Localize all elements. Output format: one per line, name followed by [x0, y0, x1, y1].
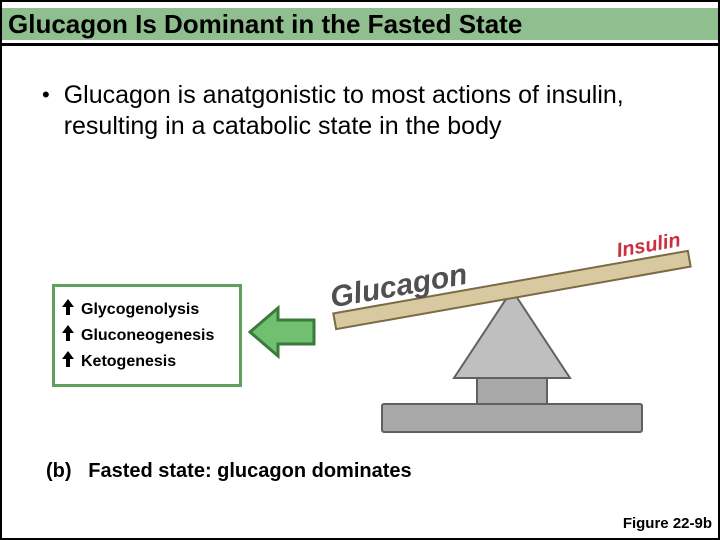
figure-label: Figure 22-9b: [623, 515, 712, 532]
caption-text: Fasted state: glucagon dominates: [88, 460, 411, 482]
bullet-block: • Glucagon is anatgonistic to most actio…: [42, 80, 668, 143]
title-bar: Glucagon Is Dominant in the Fasted State: [2, 2, 718, 46]
pedestal: [477, 378, 547, 404]
slide-title: Glucagon Is Dominant in the Fasted State: [2, 9, 522, 40]
bullet-marker: •: [42, 80, 50, 143]
diagram-area: Glycogenolysis Gluconeogenesis Ketogenes…: [32, 212, 692, 442]
slide: Glucagon Is Dominant in the Fasted State…: [0, 0, 720, 540]
seesaw-svg: Glucagon Insulin: [32, 212, 692, 442]
bullet-text: Glucagon is anatgonistic to most actions…: [64, 80, 668, 143]
caption-prefix: (b): [46, 460, 72, 482]
title-underline: [2, 43, 718, 46]
caption: (b) Fasted state: glucagon dominates: [46, 460, 412, 483]
base-slab: [382, 404, 642, 432]
